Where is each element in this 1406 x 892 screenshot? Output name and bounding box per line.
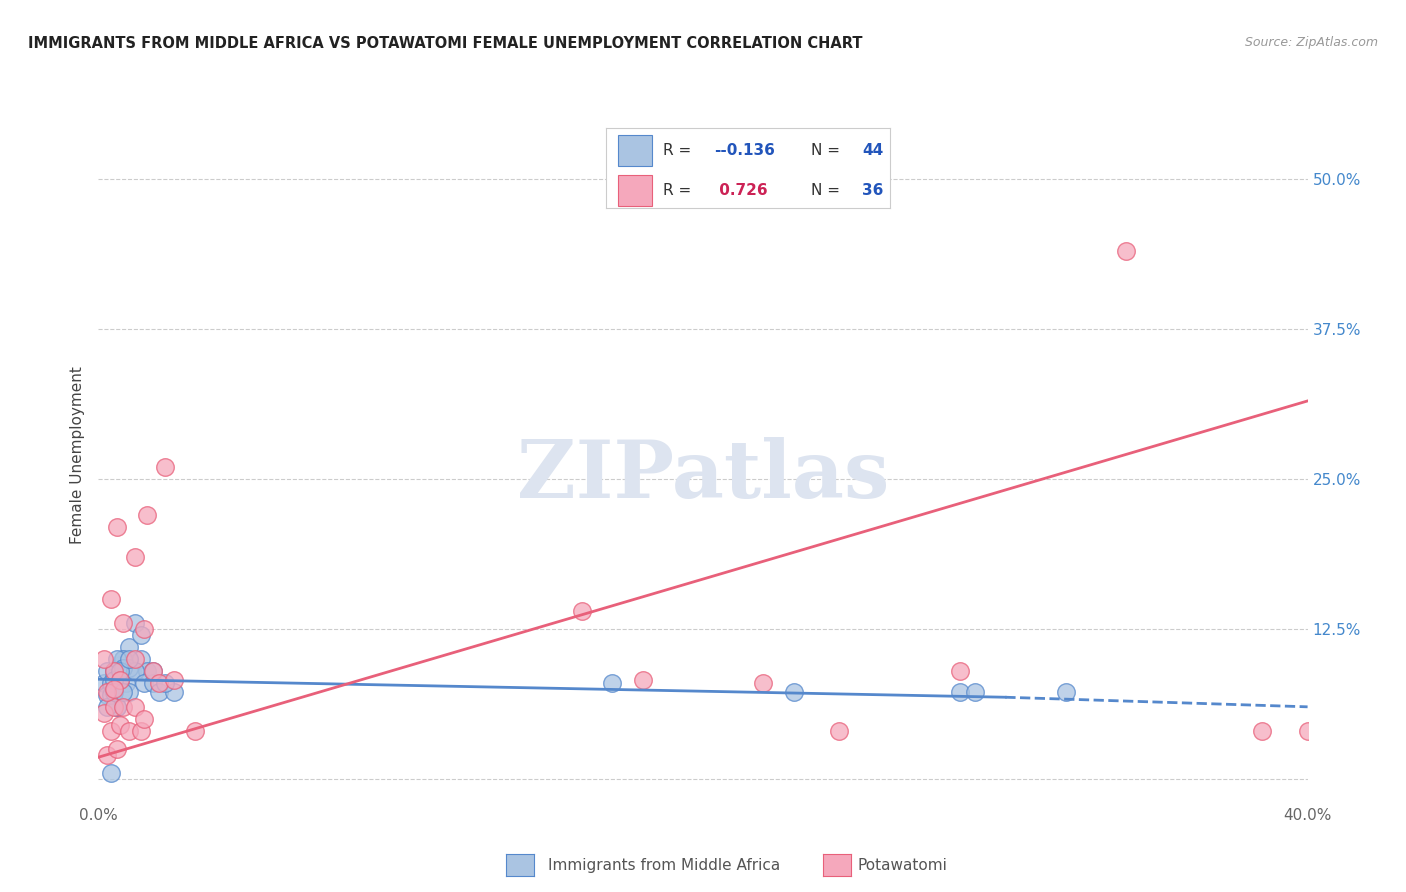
Point	[96, 664, 118, 678]
Point	[105, 520, 128, 534]
Point	[148, 676, 170, 690]
Point	[124, 652, 146, 666]
Point	[93, 652, 115, 666]
Point	[163, 673, 186, 688]
Point	[111, 652, 134, 666]
Point	[1054, 685, 1077, 699]
Point	[96, 685, 118, 699]
Point	[118, 661, 141, 675]
Point	[132, 712, 155, 726]
Point	[100, 681, 122, 696]
Point	[752, 676, 775, 690]
Point	[124, 549, 146, 564]
Text: --0.136: --0.136	[714, 143, 775, 158]
Point	[124, 664, 146, 678]
Point	[114, 676, 136, 690]
Point	[129, 652, 152, 666]
Point	[949, 664, 972, 678]
Text: Potawatomi: Potawatomi	[858, 858, 948, 872]
Point	[571, 604, 593, 618]
Point	[132, 676, 155, 690]
Text: R =: R =	[664, 183, 696, 198]
Point	[103, 664, 125, 678]
Text: 0.726: 0.726	[714, 183, 768, 198]
Text: IMMIGRANTS FROM MIDDLE AFRICA VS POTAWATOMI FEMALE UNEMPLOYMENT CORRELATION CHAR: IMMIGRANTS FROM MIDDLE AFRICA VS POTAWAT…	[28, 36, 863, 51]
Point	[93, 706, 115, 720]
Point	[103, 670, 125, 684]
Point	[1251, 723, 1274, 738]
Point	[163, 685, 186, 699]
Point	[121, 664, 143, 678]
Text: ZIPatlas: ZIPatlas	[517, 437, 889, 515]
Point	[96, 688, 118, 702]
Point	[118, 723, 141, 738]
Point	[105, 699, 128, 714]
Point	[100, 591, 122, 606]
Text: N =: N =	[811, 143, 845, 158]
Point	[103, 673, 125, 688]
Point	[783, 685, 806, 699]
Point	[111, 652, 134, 666]
Text: Source: ZipAtlas.com: Source: ZipAtlas.com	[1244, 36, 1378, 49]
Point	[100, 723, 122, 738]
Point	[108, 657, 131, 672]
Point	[135, 508, 157, 522]
Point	[135, 664, 157, 678]
Point	[828, 723, 851, 738]
Point	[631, 673, 654, 688]
Point	[118, 640, 141, 654]
Point	[949, 685, 972, 699]
Point	[153, 676, 176, 690]
Point	[132, 622, 155, 636]
Point	[129, 723, 152, 738]
Text: R =: R =	[664, 143, 696, 158]
Point	[93, 676, 115, 690]
Point	[96, 747, 118, 762]
Point	[142, 664, 165, 678]
Point	[103, 681, 125, 696]
Point	[153, 459, 176, 474]
Point	[111, 615, 134, 630]
Point	[111, 685, 134, 699]
FancyBboxPatch shape	[617, 135, 652, 166]
Point	[184, 723, 207, 738]
FancyBboxPatch shape	[617, 175, 652, 205]
Text: N =: N =	[811, 183, 845, 198]
Point	[100, 765, 122, 780]
Point	[124, 615, 146, 630]
Point	[103, 699, 125, 714]
Point	[118, 652, 141, 666]
Text: Immigrants from Middle Africa: Immigrants from Middle Africa	[548, 858, 780, 872]
Point	[111, 661, 134, 675]
Point	[602, 676, 624, 690]
Point	[111, 699, 134, 714]
Point	[103, 685, 125, 699]
Point	[1115, 244, 1137, 258]
Text: 36: 36	[862, 183, 883, 198]
Point	[105, 741, 128, 756]
Point	[124, 699, 146, 714]
Text: 44: 44	[862, 143, 883, 158]
Point	[96, 699, 118, 714]
Point	[148, 685, 170, 699]
Point	[108, 673, 131, 688]
Point	[108, 664, 131, 678]
Point	[1296, 723, 1319, 738]
Point	[142, 676, 165, 690]
Point	[105, 699, 128, 714]
Point	[142, 664, 165, 678]
Point	[129, 628, 152, 642]
Point	[100, 688, 122, 702]
Point	[108, 718, 131, 732]
Point	[103, 664, 125, 678]
Y-axis label: Female Unemployment: Female Unemployment	[70, 366, 86, 544]
Point	[108, 673, 131, 688]
Point	[105, 652, 128, 666]
Point	[965, 685, 987, 699]
Point	[100, 676, 122, 690]
Point	[118, 685, 141, 699]
